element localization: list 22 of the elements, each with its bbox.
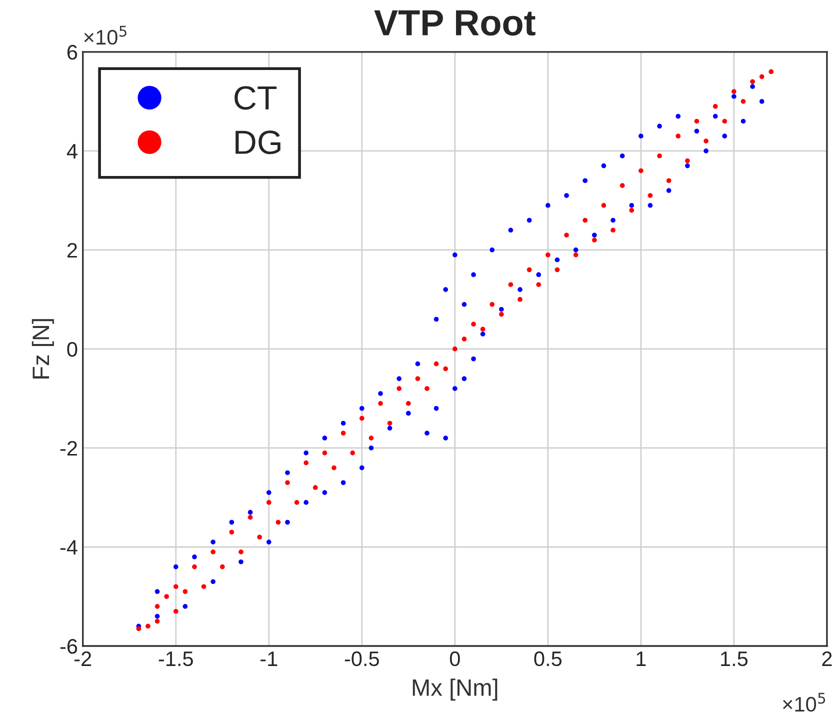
x-tick-label: -1.5 <box>158 652 193 666</box>
y-axis-title: Fz [N] <box>32 319 54 379</box>
x-tick-label: 1 <box>636 652 646 666</box>
legend-label: CT <box>234 86 277 110</box>
chart-title: VTP Root <box>374 10 536 36</box>
y-tick-label: 0 <box>67 342 78 357</box>
x-axis-title: Mx [Nm] <box>412 678 498 701</box>
legend-label: DG <box>236 130 280 154</box>
y-tick-label: 6 <box>67 44 78 60</box>
y-tick-label: 4 <box>66 144 78 158</box>
y-tick-label: -6 <box>60 639 78 654</box>
x-tick-label: 0.5 <box>534 651 562 666</box>
x-tick-label: 0 <box>450 651 460 666</box>
x-tick-label: 1.5 <box>721 652 748 666</box>
x-tick-label: 2 <box>822 651 832 666</box>
x-tick-label: -1 <box>260 652 278 666</box>
y-tick-label: -4 <box>60 540 78 555</box>
y-tick-label: -2 <box>60 440 77 456</box>
text: ×10$^{5}$ <box>782 692 826 712</box>
text: ×10$^{5}$ <box>84 26 126 45</box>
x-tick-label: -0.5 <box>344 651 379 666</box>
y-tick-label: 2 <box>67 242 77 258</box>
